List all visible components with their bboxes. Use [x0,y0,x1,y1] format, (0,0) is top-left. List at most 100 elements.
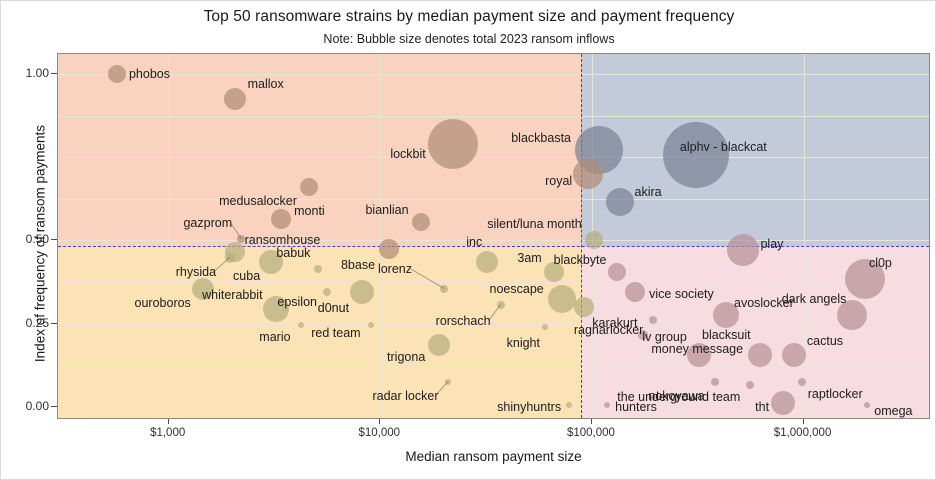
bubble-gazprom[interactable] [237,234,246,243]
bubble-label-lv-group: lv group [642,330,687,345]
bubble-blacksuit[interactable] [747,343,772,368]
bubble-alphv-blackcat[interactable] [662,122,729,189]
x-tick-label: $1,000,000 [773,427,832,439]
gridline-horizontal [58,323,929,325]
bubble-label-shinyhuntrs: shinyhuntrs [497,400,562,415]
bubble-rhysida[interactable] [225,252,236,263]
bubble-nokoyawa[interactable] [710,377,719,386]
bubble-label-tht: tht [755,400,770,415]
bubble-royal[interactable] [573,158,604,189]
bubble-trigona[interactable] [428,334,451,357]
bubble-karakurt[interactable] [574,296,595,317]
bubble-label-d0nut: d0nut [317,300,350,315]
bubble-mallox[interactable] [223,87,246,110]
bubble-label-ragnarlocker: ragnarlocker [573,323,644,338]
gridline-horizontal [58,406,929,408]
x-tick-label: $10,000 [358,427,401,439]
bubble-label-avoslocker: avoslocker [734,296,794,311]
bubble-label-red-team: red team [311,326,361,341]
gridline-horizontal [58,365,929,367]
bubble-cactus[interactable] [781,343,806,368]
bubble-cuba[interactable] [259,249,284,274]
bubble-label-cuba: cuba [233,268,261,283]
bubble-lorenz[interactable] [440,284,448,293]
bubble-ragnarlocker[interactable] [649,316,658,325]
bubble-lv-group[interactable] [686,343,711,368]
bubble-8base[interactable] [379,238,400,259]
bubble-medusalocker[interactable] [299,178,318,197]
bubble-avoslocker[interactable] [713,302,739,329]
bubble-label-karakurt: karakurt [592,315,638,330]
bubble-raptlocker[interactable] [797,377,806,386]
bubble-mario[interactable] [297,322,304,329]
bubble-label-bianlian: bianlian [365,203,409,218]
bubble-label-gazprom: gazprom [183,215,233,230]
bubble-label-whiterabbit: whiterabbit [202,287,263,302]
bubble-label-nokoyawa: nokoyawa [648,388,705,403]
bubble-tht[interactable] [771,391,796,416]
bubble-label-noescape: noescape [489,281,544,296]
bubble-label-8base: 8base [340,257,376,272]
y-tick-mark [51,72,57,74]
bubble-label-radar-locker: radar locker [372,388,439,403]
chart-title: Top 50 ransomware strains by median paym… [203,8,735,25]
bubble-whiterabbit[interactable] [262,295,289,322]
bubble-label-monti: monti [294,203,325,218]
bubble-cl0p[interactable] [844,258,885,299]
bubble-lockbit[interactable] [427,118,478,169]
x-tick-mark [802,419,804,424]
bubble-label-phobos: phobos [128,66,170,81]
x-tick-mark [590,419,592,424]
bubble-omega[interactable] [864,402,871,409]
bubble-epsilon[interactable] [323,287,331,296]
gridline-vertical [803,54,805,418]
bubble-akira[interactable] [605,188,634,217]
bubble-label-silent-luna-month: silent/luna month [487,217,582,232]
bubble-ouroboros[interactable] [191,277,214,300]
bubble-radar-locker[interactable] [445,378,452,385]
bubble-bianlian[interactable] [411,213,430,232]
bubble-babuk[interactable] [314,264,323,273]
bubble-play[interactable] [727,234,760,267]
bubble-label-money-message: money message [651,342,744,357]
bubble-label-cactus: cactus [806,334,844,349]
bubble-label-royal: royal [545,173,573,188]
bubble-label-rhysida: rhysida [175,264,217,279]
y-tick-label: 1.00 [25,65,49,80]
bubble-money-message[interactable] [638,330,649,341]
gridline-horizontal [58,198,929,200]
x-axis-title: Median ransom payment size [405,449,582,464]
bubble-3am[interactable] [543,261,564,282]
chart-subtitle: Note: Bubble size denotes total 2023 ran… [323,32,615,46]
bubble-dark-angels[interactable] [837,300,868,331]
bubble-vice-society[interactable] [625,281,646,302]
bubble-label-3am: 3am [517,250,542,265]
bubble-label-raptlocker: raptlocker [807,386,863,401]
bubble-phobos[interactable] [107,64,126,83]
bubble-noescape[interactable] [547,284,576,313]
bubble-d0nut[interactable] [350,279,375,304]
bubble-label-lockbit: lockbit [390,146,426,161]
bubble-label-alphv-blackcat: alphv - blackcat [679,140,767,155]
bubble-rorschach[interactable] [496,301,505,310]
bubble-blackbyte[interactable] [608,262,627,281]
bubble-hunters[interactable] [604,402,611,409]
quadrant-top-right [580,54,929,246]
bubble-silent-luna-month[interactable] [584,231,603,250]
bubble-inc[interactable] [476,250,499,273]
bubble-the-underground-team[interactable] [746,381,755,390]
bubble-shinyhuntrs[interactable] [566,402,573,409]
bubble-label-ransomhouse: ransomhouse [244,232,321,247]
y-axis-title: Index of frequency of ransom payments [32,124,48,363]
bubble-knight[interactable] [541,323,548,330]
x-tick-label: $100,000 [566,427,615,439]
bubble-red-team[interactable] [367,322,374,329]
bubble-label-knight: knight [506,335,540,350]
gridline-vertical [168,54,170,418]
bubble-monti[interactable] [271,208,292,229]
quadrant-divider-horizontal [58,245,929,247]
bubble-label-omega: omega [874,404,913,419]
bubble-label-cl0p: cl0p [868,255,892,270]
bubble-label-rorschach: rorschach [435,314,491,329]
